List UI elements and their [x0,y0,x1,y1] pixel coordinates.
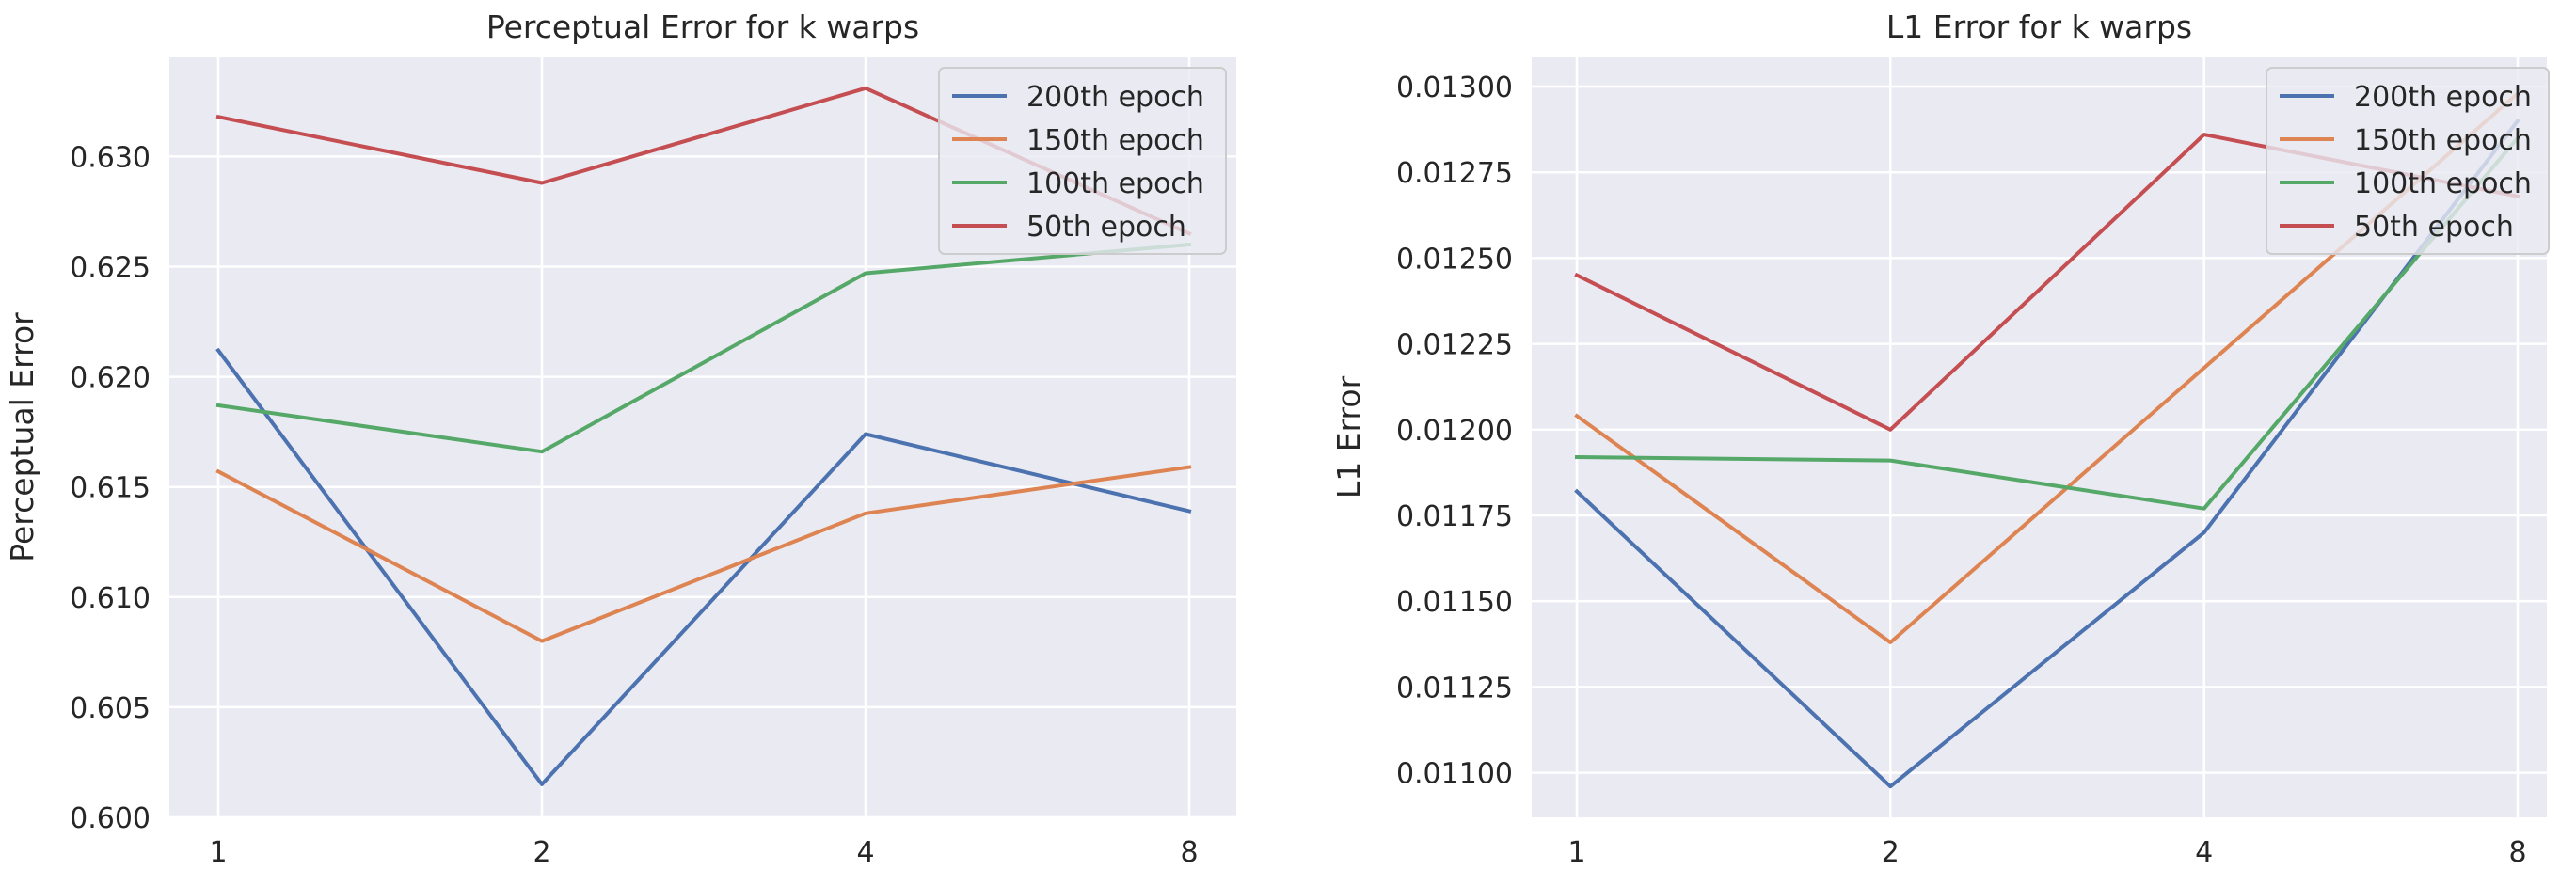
legend: 200th epoch 150th epoch 100th epoch 50th ep… [938,67,1227,255]
y-tick-label: 0.01150 [1396,586,1513,619]
series-line-3 [1574,134,2520,511]
tick-labels: 0.01100 0.01125 0.01150 0.01175 0.01200 0.012… [1396,71,2527,869]
legend-label: 200th epoch [1026,81,1204,114]
y-axis-label: Perceptual Error [4,312,40,562]
legend-box [2266,67,2550,255]
series-line-1 [1574,118,2520,789]
legend-label: 50th epoch [1026,211,1186,244]
y-tick-label: 0.01225 [1396,329,1513,362]
y-tick-label: 0.01250 [1396,243,1513,276]
legend: 200th epoch 150th epoch 100th epoch 50th ep… [2266,67,2550,255]
series-line-2 [215,465,1192,643]
legend-label: 150th epoch [1026,124,1204,157]
x-tick-label: 2 [1882,836,1900,869]
legend-label: 200th epoch [2354,81,2532,114]
x-tick-label: 1 [1567,836,1585,869]
y-tick-label: 0.01175 [1396,500,1513,533]
legend-label: 100th epoch [2354,167,2532,200]
legend-label: 100th epoch [1026,167,1204,200]
y-tick-label: 0.625 [70,251,151,284]
series-line-3 [215,242,1192,454]
y-tick-label: 0.620 [70,362,151,395]
legend-label: 150th epoch [2354,124,2532,157]
x-tick-label: 1 [209,836,227,869]
grid-lines [1532,57,2547,817]
x-tick-label: 2 [533,836,550,869]
legend-box [938,67,1227,255]
tick-labels: 0.600 0.605 0.610 0.615 0.620 0.625 0.630 1 2 4 8 [70,141,1198,869]
x-tick-label: 8 [1180,836,1198,869]
chart-title: Perceptual Error for k warps [486,8,919,45]
y-tick-label: 0.605 [70,692,151,725]
x-tick-label: 4 [856,836,874,869]
x-tick-label: 8 [2508,836,2526,869]
series-line-1 [215,347,1192,786]
l1-error-chart: 0.01100 0.01125 0.01150 0.01175 0.01200 0.012… [1330,8,2550,869]
y-tick-label: 0.01200 [1396,415,1513,448]
y-tick-label: 0.01300 [1396,71,1513,104]
y-tick-label: 0.600 [70,802,151,835]
legend-label: 50th epoch [2354,211,2514,244]
chart-title: L1 Error for k warps [1886,8,2192,45]
series-lines [1574,90,2520,789]
y-tick-label: 0.01275 [1396,157,1513,190]
y-axis-label: L1 Error [1330,375,1367,498]
y-tick-label: 0.630 [70,141,151,174]
y-tick-label: 0.610 [70,582,151,615]
x-tick-label: 4 [2195,836,2213,869]
y-tick-label: 0.01125 [1396,672,1513,704]
y-tick-label: 0.01100 [1396,758,1513,791]
y-tick-label: 0.615 [70,472,151,505]
